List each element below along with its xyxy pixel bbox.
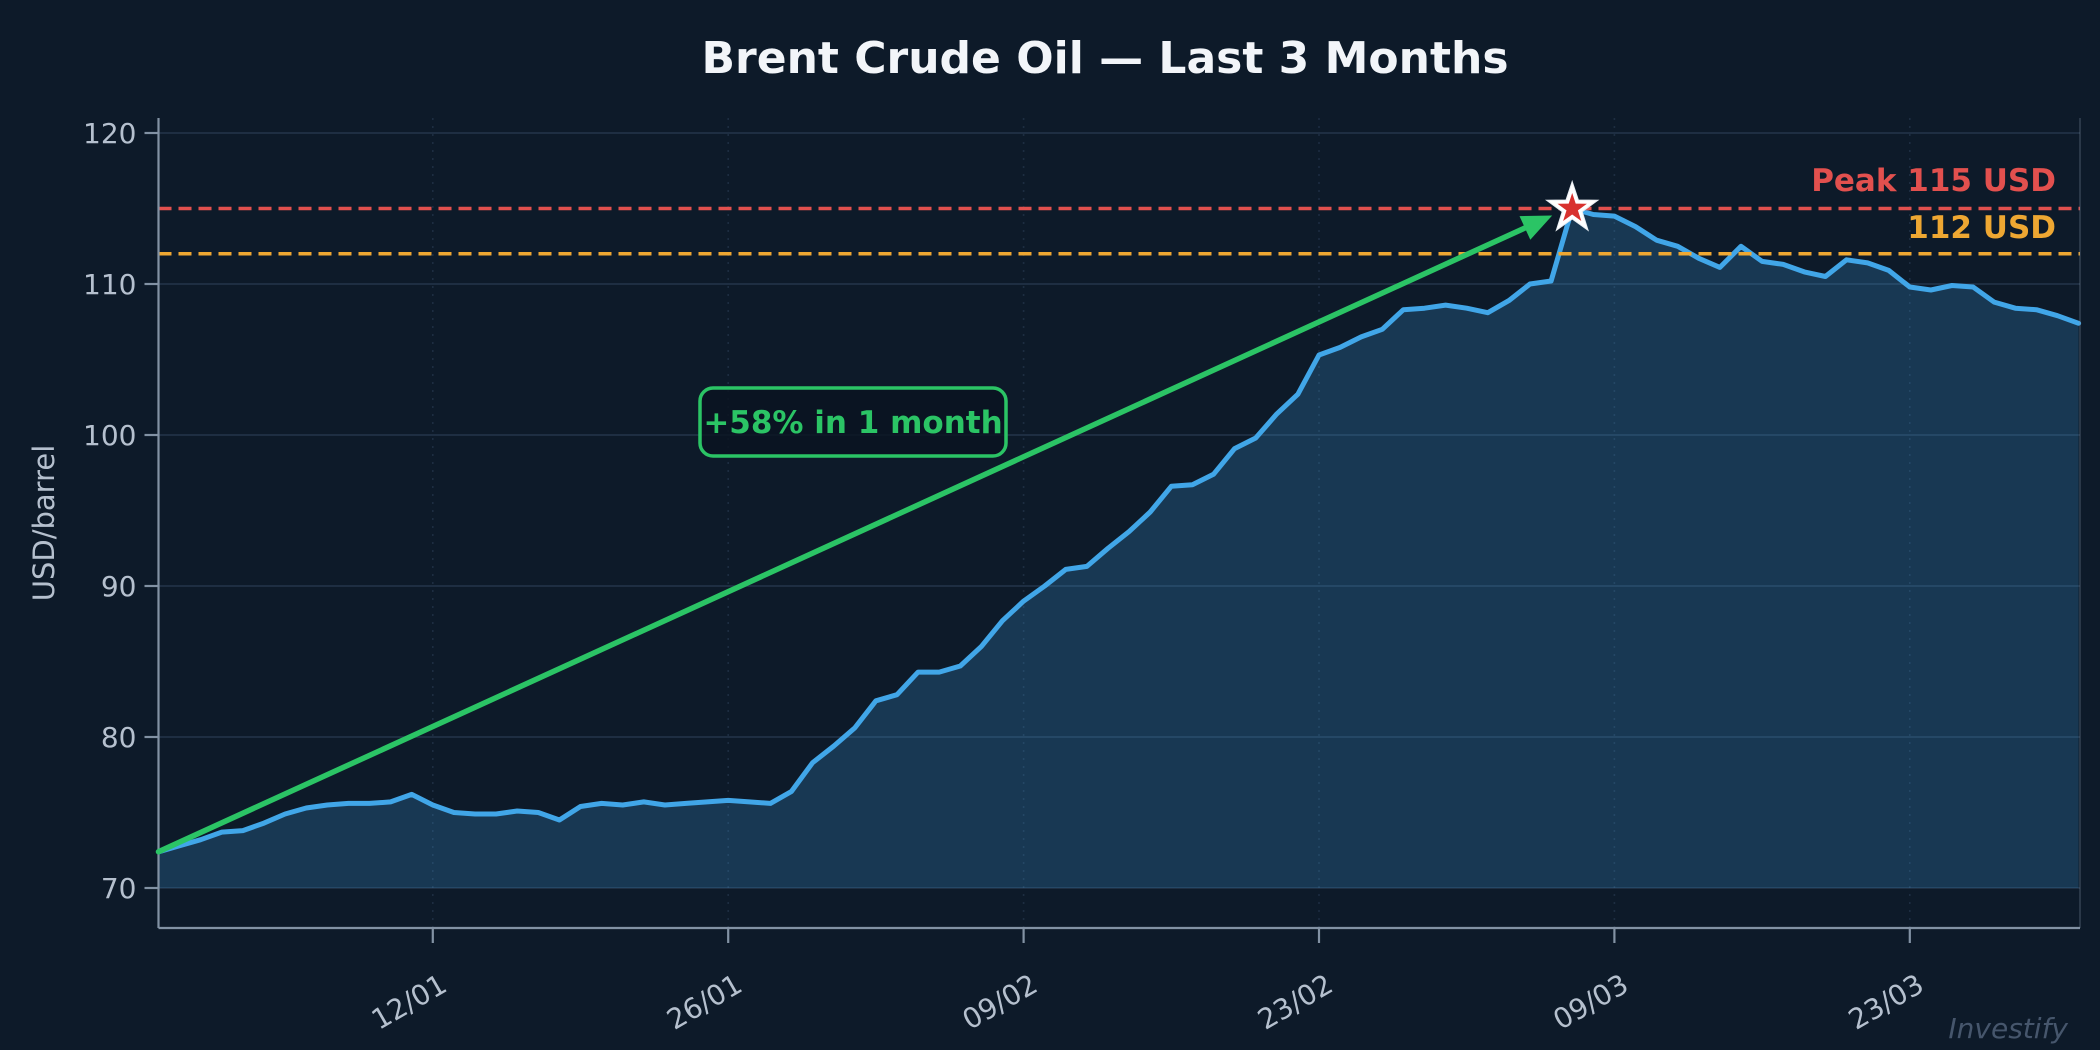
support-line-label: 112 USD	[1907, 210, 2056, 246]
gain-annotation-box	[698, 386, 1008, 458]
gain-annotation-label: +58% in 1 month	[703, 405, 1002, 441]
peak-line-label: Peak 115 USD	[1811, 163, 2056, 199]
trend-arrow-shaft	[155, 225, 1528, 855]
y-tick-label-80: 80	[101, 721, 137, 754]
reference-lines-layer	[158, 206, 2080, 256]
gain-annotation: +58% in 1 month	[698, 386, 1008, 458]
y-tick-label-100: 100	[83, 419, 136, 452]
y-tick-label-120: 120	[83, 117, 136, 150]
y-axis-label: USD/barrel	[27, 445, 61, 602]
y-tick-label-70: 70	[101, 872, 137, 905]
price-line	[156, 206, 2082, 855]
grid-layer	[158, 118, 2080, 928]
annotation-layer	[155, 179, 1600, 855]
data-layer	[156, 206, 2082, 888]
trend-arrow-head	[1519, 215, 1553, 240]
y-tick-label-110: 110	[83, 268, 136, 301]
peak-star-icon	[1557, 193, 1587, 221]
watermark: Investify	[1948, 1012, 2068, 1045]
y-tick-label-90: 90	[101, 570, 137, 603]
price-area-fill	[158, 208, 2079, 888]
chart-title: Brent Crude Oil — Last 3 Months	[701, 33, 1508, 84]
